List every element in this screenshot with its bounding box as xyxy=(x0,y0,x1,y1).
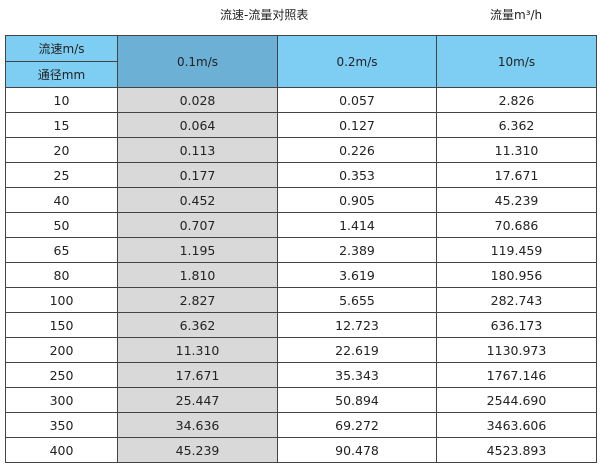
unit-label: 流量m³/h xyxy=(490,8,543,22)
table-row: 350 34.636 69.272 3463.606 xyxy=(5,412,597,438)
flow-cell: 0.127 xyxy=(277,112,437,138)
diameter-cell: 80 xyxy=(5,262,118,288)
flow-cell: 11.310 xyxy=(436,137,597,163)
flow-cell: 2544.690 xyxy=(436,387,597,413)
flow-cell: 0.905 xyxy=(277,187,437,213)
flow-cell: 3.619 xyxy=(277,262,437,288)
table-row: 50 0.707 1.414 70.686 xyxy=(5,212,597,238)
flow-cell: 4523.893 xyxy=(436,437,597,463)
diameter-cell: 300 xyxy=(5,387,118,413)
diameter-cell: 40 xyxy=(5,187,118,213)
table-row: 400 45.239 90.478 4523.893 xyxy=(5,437,597,463)
diameter-cell: 25 xyxy=(5,162,118,188)
flow-cell: 180.956 xyxy=(436,262,597,288)
table-row: 150 6.362 12.723 636.173 xyxy=(5,312,597,338)
flow-table: 流速m/s 0.1m/s 0.2m/s 10m/s 通径mm 10 0.028 0.… xyxy=(5,35,597,463)
diameter-header: 通径mm xyxy=(5,61,118,88)
diameter-cell: 65 xyxy=(5,237,118,263)
diameter-cell: 350 xyxy=(5,412,118,438)
flow-cell: 17.671 xyxy=(436,162,597,188)
flow-cell: 70.686 xyxy=(436,212,597,238)
table-row: 25 0.177 0.353 17.671 xyxy=(5,162,597,188)
flow-cell: 0.028 xyxy=(117,87,278,113)
diameter-cell: 250 xyxy=(5,362,118,388)
flow-cell: 0.057 xyxy=(277,87,437,113)
table-row: 300 25.447 50.894 2544.690 xyxy=(5,387,597,413)
flow-cell: 2.827 xyxy=(117,287,278,313)
table-row: 65 1.195 2.389 119.459 xyxy=(5,237,597,263)
diameter-cell: 200 xyxy=(5,337,118,363)
flow-cell: 6.362 xyxy=(117,312,278,338)
flow-cell: 45.239 xyxy=(117,437,278,463)
table-row: 100 2.827 5.655 282.743 xyxy=(5,287,597,313)
flow-cell: 11.310 xyxy=(117,337,278,363)
table-row: 80 1.810 3.619 180.956 xyxy=(5,262,597,288)
flow-cell: 282.743 xyxy=(436,287,597,313)
flow-cell: 0.707 xyxy=(117,212,278,238)
table-row: 250 17.671 35.343 1767.146 xyxy=(5,362,597,388)
flow-cell: 22.619 xyxy=(277,337,437,363)
flow-cell: 1.810 xyxy=(117,262,278,288)
diameter-cell: 150 xyxy=(5,312,118,338)
diameter-cell: 50 xyxy=(5,212,118,238)
diameter-cell: 20 xyxy=(5,137,118,163)
flow-cell: 0.353 xyxy=(277,162,437,188)
column-header: 0.1m/s xyxy=(117,35,278,88)
flow-cell: 45.239 xyxy=(436,187,597,213)
diameter-cell: 15 xyxy=(5,112,118,138)
column-header: 0.2m/s xyxy=(277,35,437,88)
flow-cell: 2.389 xyxy=(277,237,437,263)
table-row: 200 11.310 22.619 1130.973 xyxy=(5,337,597,363)
flow-cell: 34.636 xyxy=(117,412,278,438)
flow-cell: 0.226 xyxy=(277,137,437,163)
table-row: 15 0.064 0.127 6.362 xyxy=(5,112,597,138)
flow-cell: 636.173 xyxy=(436,312,597,338)
table-row: 10 0.028 0.057 2.826 xyxy=(5,87,597,113)
flow-cell: 0.177 xyxy=(117,162,278,188)
flow-cell: 119.459 xyxy=(436,237,597,263)
diameter-cell: 10 xyxy=(5,87,118,113)
flow-cell: 35.343 xyxy=(277,362,437,388)
flow-cell: 2.826 xyxy=(436,87,597,113)
flow-cell: 12.723 xyxy=(277,312,437,338)
flow-cell: 1130.973 xyxy=(436,337,597,363)
flow-cell: 3463.606 xyxy=(436,412,597,438)
table-row: 20 0.113 0.226 11.310 xyxy=(5,137,597,163)
flow-cell: 50.894 xyxy=(277,387,437,413)
flow-cell: 6.362 xyxy=(436,112,597,138)
flow-cell: 0.452 xyxy=(117,187,278,213)
diameter-cell: 100 xyxy=(5,287,118,313)
table-title: 流速-流量对照表 xyxy=(220,8,309,22)
diameter-cell: 400 xyxy=(5,437,118,463)
flow-cell: 1.195 xyxy=(117,237,278,263)
flow-cell: 0.113 xyxy=(117,137,278,163)
flow-cell: 1.414 xyxy=(277,212,437,238)
flow-cell: 0.064 xyxy=(117,112,278,138)
flow-cell: 90.478 xyxy=(277,437,437,463)
velocity-header: 流速m/s xyxy=(5,35,118,62)
table-row: 40 0.452 0.905 45.239 xyxy=(5,187,597,213)
flow-cell: 1767.146 xyxy=(436,362,597,388)
flow-cell: 69.272 xyxy=(277,412,437,438)
flow-cell: 5.655 xyxy=(277,287,437,313)
flow-cell: 17.671 xyxy=(117,362,278,388)
flow-cell: 25.447 xyxy=(117,387,278,413)
column-header: 10m/s xyxy=(436,35,597,88)
